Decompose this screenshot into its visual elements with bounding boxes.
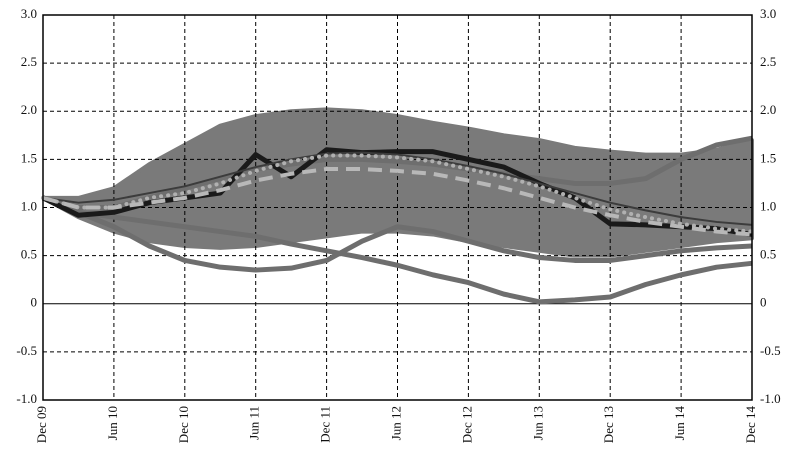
series-line <box>41 153 754 234</box>
series-line <box>42 195 753 273</box>
y2-tick-label: 2.0 <box>760 102 776 117</box>
x-tick-label: Dec 10 <box>176 406 191 443</box>
y2-tick-label: 0.5 <box>760 247 776 262</box>
plot-frame <box>42 14 753 401</box>
y-tick-label: 2.0 <box>21 102 37 117</box>
y-tick-label: 0.5 <box>21 247 37 262</box>
x-tick-label: Dec 13 <box>601 406 616 443</box>
y2-tick-label: -1.0 <box>760 391 781 406</box>
y-tick-label: 0 <box>31 295 38 310</box>
y-tick-label: -1.0 <box>16 391 37 406</box>
y-tick-label: 1.0 <box>21 198 37 213</box>
x-tick-label: Jun 14 <box>672 406 687 441</box>
x-tick-label: Jun 13 <box>530 406 545 440</box>
y2-tick-label: 1.5 <box>760 150 776 165</box>
y-tick-label: 2.5 <box>21 54 37 69</box>
x-tick-label: Dec 11 <box>318 406 333 443</box>
x-tick-label: Jun 12 <box>388 406 403 440</box>
y-tick-label: -0.5 <box>16 343 37 358</box>
y2-tick-label: 1.0 <box>760 198 776 213</box>
series-line <box>42 151 753 226</box>
y-tick-label: 1.5 <box>21 150 37 165</box>
series-line <box>42 167 753 237</box>
y2-tick-label: -0.5 <box>760 343 781 358</box>
x-tick-label: Dec 09 <box>34 406 49 443</box>
x-tick-label: Dec 14 <box>743 406 758 444</box>
y2-tick-label: 0 <box>760 295 767 310</box>
x-tick-label: Jun 10 <box>105 406 120 440</box>
x-tick-label: Jun 11 <box>247 406 262 440</box>
x-tick-label: Dec 12 <box>459 406 474 443</box>
y2-tick-label: 2.5 <box>760 54 776 69</box>
y-tick-label: 3.0 <box>21 6 37 21</box>
y2-tick-label: 3.0 <box>760 6 776 21</box>
series-line <box>42 195 753 305</box>
